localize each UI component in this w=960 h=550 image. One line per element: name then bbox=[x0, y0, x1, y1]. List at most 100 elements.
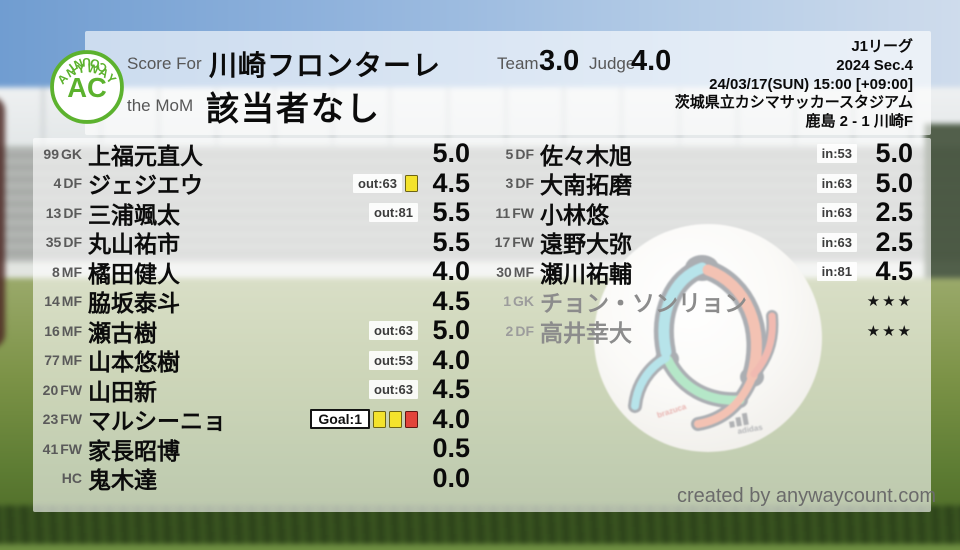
player-position: 8 MF bbox=[36, 264, 82, 280]
player-number: 99 bbox=[43, 145, 59, 162]
starters-list: 99 GK 上福元直人 5.0 4 DF ジェジエウ out:63 4.5 13 DF 三浦颯太 out… bbox=[36, 138, 470, 494]
player-position: 35 DF bbox=[36, 234, 82, 250]
player-row: 14 MF 脇坂泰斗 4.5 bbox=[36, 285, 470, 317]
player-name: 脇坂泰斗 bbox=[88, 290, 180, 317]
svg-text:COUNT: COUNT bbox=[64, 55, 110, 76]
player-rating: 4.5 bbox=[875, 256, 913, 287]
ratings-panel bbox=[33, 138, 931, 512]
player-number: 11 bbox=[495, 204, 511, 221]
player-rating: 4.5 bbox=[432, 374, 470, 405]
player-number: 35 bbox=[45, 234, 62, 251]
anywaycount-logo: ANYWAY COUNT AC bbox=[50, 50, 124, 124]
position-label: HC bbox=[61, 470, 82, 487]
player-number: 8 bbox=[51, 263, 60, 280]
position-label: MF bbox=[61, 293, 82, 310]
player-row: 1 GK チョン・ソンリョン ★★★ bbox=[488, 287, 913, 316]
season-round: 2024 Sec.4 bbox=[836, 56, 913, 74]
position-label: MF bbox=[61, 352, 82, 369]
player-row: 35 DF 丸山祐市 5.5 bbox=[36, 227, 470, 258]
player-row: 23 FW マルシーニョ Goal:1 4.0 bbox=[36, 404, 470, 435]
yellow-card-icon bbox=[389, 410, 402, 428]
player-rating: 5.0 bbox=[432, 138, 470, 169]
unused-stars: ★★★ bbox=[866, 322, 913, 340]
player-number: 17 bbox=[494, 234, 511, 251]
mom-label: the MoM bbox=[127, 96, 194, 115]
player-rating: 0.0 bbox=[432, 462, 470, 493]
player-row: 11 FW 小林悠 in:63 2.5 bbox=[488, 197, 913, 228]
player-number: 13 bbox=[45, 204, 62, 221]
position-label: DF bbox=[515, 145, 534, 162]
position-label: GK bbox=[513, 293, 534, 310]
player-name: 鬼木達 bbox=[88, 467, 157, 494]
position-label: GK bbox=[61, 145, 82, 162]
player-row: HC 鬼木達 0.0 bbox=[36, 462, 470, 494]
player-name: 丸山祐市 bbox=[88, 231, 180, 258]
player-row: 20 FW 山田新 out:63 4.5 bbox=[36, 374, 470, 405]
substitution-badge: in:63 bbox=[816, 173, 857, 193]
player-number: 2 bbox=[505, 322, 514, 339]
yellow-card-icon bbox=[373, 410, 386, 428]
player-name: 佐々木旭 bbox=[540, 142, 632, 169]
player-row: 2 DF 高井幸大 ★★★ bbox=[488, 316, 913, 346]
player-position: HC bbox=[36, 470, 82, 486]
substitution-badge: out:63 bbox=[353, 173, 402, 193]
match-info: J1リーグ 2024 Sec.4 24/03/17(SUN) 15:00 [+0… bbox=[675, 38, 913, 132]
player-number: 1 bbox=[503, 293, 511, 310]
position-label: MF bbox=[513, 263, 534, 280]
substitution-badge: in:81 bbox=[816, 262, 857, 282]
player-row: 3 DF 大南拓磨 in:63 5.0 bbox=[488, 167, 913, 199]
player-rating: 4.0 bbox=[432, 256, 470, 287]
player-position: 77 MF bbox=[36, 352, 82, 368]
player-position: 20 FW bbox=[36, 382, 82, 398]
player-row: 41 FW 家長昭博 0.5 bbox=[36, 433, 470, 464]
substitution-badge: out:53 bbox=[369, 350, 418, 370]
position-label: FW bbox=[512, 234, 534, 251]
player-row: 13 DF 三浦颯太 out:81 5.5 bbox=[36, 197, 470, 228]
player-name: 遠野大弥 bbox=[540, 231, 632, 258]
match-datetime: 24/03/17(SUN) 15:00 [+09:00] bbox=[709, 75, 913, 93]
position-label: MF bbox=[61, 263, 82, 280]
position-label: FW bbox=[60, 381, 82, 398]
player-name: 山田新 bbox=[88, 378, 157, 405]
goal-badge: Goal:1 bbox=[310, 409, 370, 430]
team-score-label: Team bbox=[497, 54, 539, 73]
position-label: DF bbox=[63, 234, 82, 251]
player-position: 11 FW bbox=[488, 205, 534, 221]
player-name: 橘田健人 bbox=[88, 260, 180, 287]
position-label: FW bbox=[60, 440, 82, 457]
substitutes-list: 5 DF 佐々木旭 in:53 5.0 3 DF 大南拓磨 in:63 5.0 11 FW 小林悠 in:… bbox=[488, 138, 913, 346]
substitution-badge: in:63 bbox=[816, 203, 857, 223]
player-name: ジェジエウ bbox=[88, 172, 203, 199]
player-number: 23 bbox=[42, 411, 59, 428]
player-row: 8 MF 橘田健人 4.0 bbox=[36, 256, 470, 287]
player-row: 30 MF 瀬川祐輔 in:81 4.5 bbox=[488, 256, 913, 287]
player-position: 30 MF bbox=[488, 264, 534, 280]
player-number: 14 bbox=[44, 293, 60, 310]
position-label: MF bbox=[61, 322, 82, 339]
player-name: 山本悠樹 bbox=[88, 349, 180, 376]
player-name: 小林悠 bbox=[540, 201, 609, 228]
credit-text: created by anywaycount.com bbox=[676, 485, 936, 507]
player-number: 30 bbox=[496, 263, 512, 280]
player-name: 瀬川祐輔 bbox=[540, 260, 632, 287]
player-row: 17 FW 遠野大弥 in:63 2.5 bbox=[488, 227, 913, 258]
position-label: FW bbox=[60, 411, 82, 428]
judge-score-value: 4.0 bbox=[631, 45, 672, 77]
substitution-badge: in:53 bbox=[816, 144, 857, 164]
player-rating: 5.0 bbox=[875, 167, 913, 198]
player-name: 上福元直人 bbox=[88, 142, 203, 169]
player-position: 99 GK bbox=[36, 146, 82, 162]
player-rating: 5.0 bbox=[432, 315, 470, 346]
player-number: 5 bbox=[505, 145, 514, 162]
league-name: J1リーグ bbox=[851, 38, 913, 55]
player-number: 16 bbox=[44, 322, 60, 339]
player-number: 77 bbox=[44, 352, 60, 369]
judge-score-label: Judge bbox=[589, 54, 636, 73]
player-name: 三浦颯太 bbox=[88, 201, 180, 228]
substitution-badge: out:63 bbox=[369, 380, 418, 400]
player-rating: 4.5 bbox=[432, 285, 470, 316]
player-row: 77 MF 山本悠樹 out:53 4.0 bbox=[36, 345, 470, 376]
player-rating: 5.0 bbox=[875, 138, 913, 169]
player-row: 4 DF ジェジエウ out:63 4.5 bbox=[36, 168, 470, 199]
player-rating: 5.5 bbox=[432, 197, 470, 228]
